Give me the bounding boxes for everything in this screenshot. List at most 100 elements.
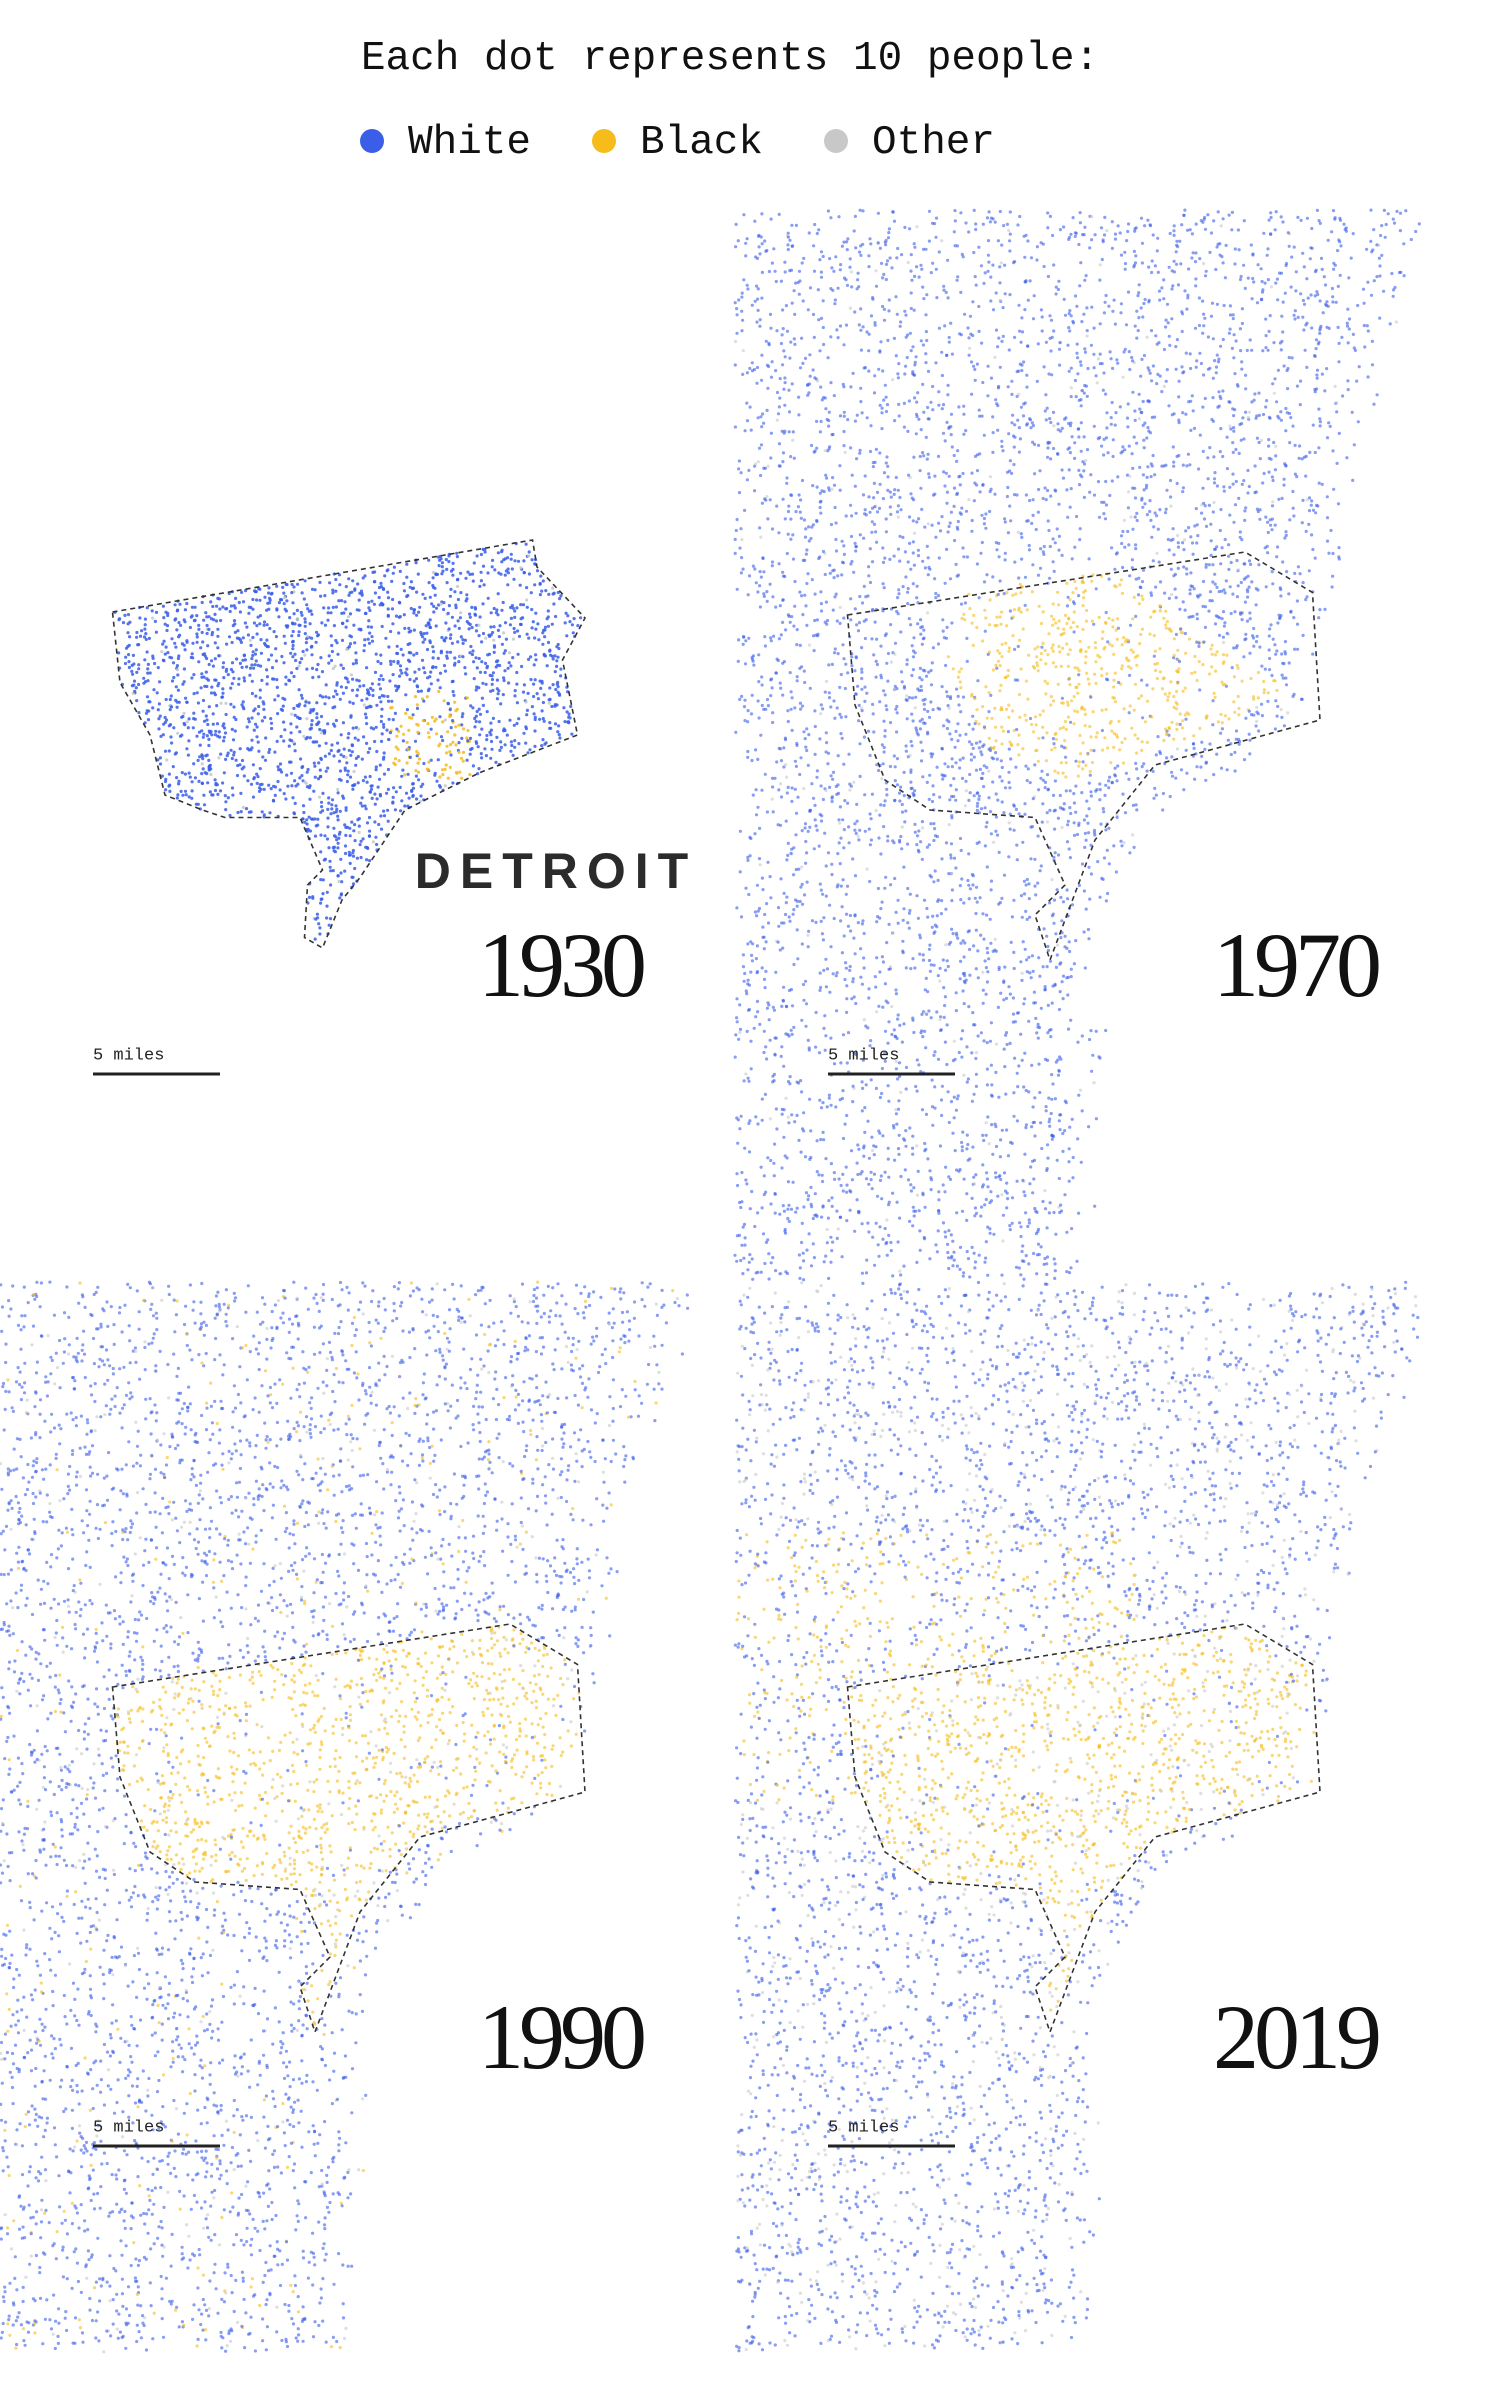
population-dot: [368, 859, 372, 863]
population-dot: [320, 621, 324, 625]
population-dot: [1054, 932, 1058, 936]
population-dot: [1336, 249, 1340, 253]
population-dot: [1136, 294, 1140, 298]
population-dot: [1154, 793, 1158, 797]
population-dot: [364, 716, 368, 720]
population-dot: [1132, 265, 1136, 269]
population-dot: [1052, 921, 1056, 925]
population-dot: [1115, 813, 1119, 817]
population-dot: [489, 633, 493, 637]
population-dot: [496, 628, 500, 632]
population-dot: [382, 755, 386, 759]
population-dot: [965, 659, 969, 663]
population-dot: [1253, 464, 1257, 468]
population-dot: [492, 625, 496, 629]
population-dot: [363, 574, 367, 578]
population-dot: [481, 564, 486, 568]
population-dot: [374, 725, 378, 729]
population-dot: [329, 658, 334, 663]
population-dot: [209, 772, 213, 777]
population-dot: [1057, 548, 1061, 552]
population-dot: [472, 660, 476, 664]
population-dot: [247, 605, 251, 609]
population-dot: [169, 705, 174, 709]
population-dot: [783, 355, 787, 359]
population-dot: [1049, 703, 1053, 707]
population-dot: [997, 902, 1001, 906]
population-dot: [1266, 699, 1270, 703]
population-dot: [984, 1197, 988, 1202]
population-dot: [173, 603, 177, 607]
population-dot: [342, 747, 346, 751]
population-dot: [480, 640, 484, 644]
population-dot: [187, 739, 191, 743]
population-dot: [1053, 827, 1057, 831]
population-dot: [326, 722, 330, 726]
population-dot: [483, 550, 487, 554]
population-dot: [1345, 321, 1349, 325]
population-dot: [739, 571, 743, 575]
population-dot: [1242, 219, 1246, 223]
population-dot: [1059, 1113, 1063, 1117]
population-dot: [1046, 446, 1050, 450]
population-dot: [1064, 775, 1068, 779]
population-dot: [999, 622, 1003, 626]
population-dot: [789, 455, 793, 459]
population-dot: [332, 834, 337, 838]
population-dot: [1188, 588, 1192, 592]
population-dot: [480, 660, 484, 664]
population-dot: [336, 741, 340, 745]
population-dot: [163, 779, 168, 784]
population-dot: [1327, 421, 1331, 425]
population-dot: [538, 593, 543, 597]
population-dot: [297, 704, 301, 708]
population-dot: [199, 646, 203, 650]
population-dot: [407, 728, 411, 733]
population-dot: [805, 1248, 809, 1252]
population-dot: [351, 726, 355, 730]
population-dot: [981, 912, 985, 916]
population-dot: [829, 1162, 833, 1166]
population-dot: [891, 931, 895, 935]
population-dot: [1035, 258, 1039, 262]
population-dot: [565, 634, 569, 638]
population-dot: [846, 237, 850, 241]
population-dot: [415, 706, 420, 710]
population-dot: [477, 767, 481, 771]
population-dot: [1150, 379, 1154, 383]
population-dot: [1276, 621, 1280, 625]
population-dot: [999, 261, 1003, 265]
population-dot: [923, 525, 927, 529]
population-dot: [305, 667, 309, 671]
population-dot: [1033, 763, 1037, 767]
population-dot: [414, 774, 418, 778]
population-dot: [1104, 707, 1108, 712]
population-dot: [1058, 793, 1062, 798]
population-dot: [1022, 1259, 1026, 1263]
population-dot: [511, 606, 515, 610]
population-dot: [873, 374, 877, 378]
population-dot: [1082, 435, 1086, 439]
population-dot: [310, 723, 314, 727]
population-dot: [820, 398, 824, 402]
population-dot: [878, 451, 882, 455]
population-dot: [838, 712, 842, 716]
population-dot: [982, 516, 986, 521]
population-dot: [799, 516, 803, 520]
population-dot: [830, 799, 834, 804]
population-dot: [1023, 1152, 1027, 1156]
population-dot: [443, 669, 448, 673]
population-dot: [1155, 551, 1159, 555]
population-dot: [478, 584, 482, 588]
population-dot: [301, 649, 305, 654]
population-dot: [1234, 479, 1238, 484]
population-dot: [356, 818, 360, 822]
population-dot: [1053, 1269, 1057, 1273]
population-dot: [329, 869, 333, 873]
population-dot: [922, 702, 926, 706]
population-dot: [221, 781, 225, 785]
population-dot: [1255, 719, 1259, 723]
population-dot: [519, 603, 523, 607]
population-dot: [305, 717, 309, 721]
population-dot: [251, 653, 255, 658]
